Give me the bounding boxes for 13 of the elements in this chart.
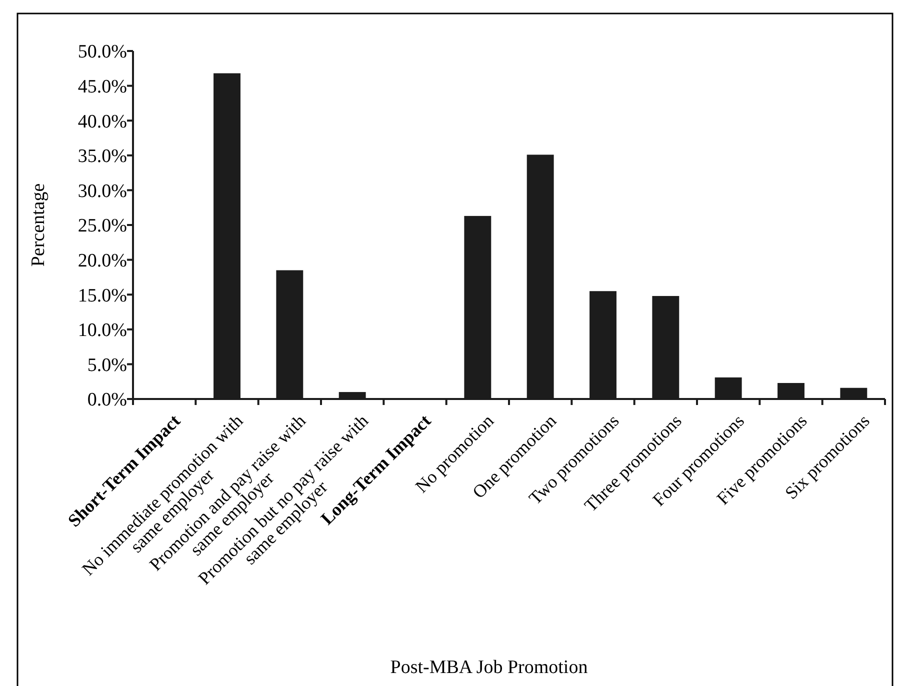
y-tick-label: 45.0% <box>78 76 128 98</box>
y-tick-label: 20.0% <box>78 250 128 272</box>
y-tick-label: 15.0% <box>78 285 128 306</box>
y-tick-label: 30.0% <box>78 180 128 202</box>
y-tick-label: 25.0% <box>78 216 128 237</box>
y-tick-label: 35.0% <box>78 146 128 168</box>
y-tick-label: 40.0% <box>78 111 128 132</box>
y-tick-label: 10.0% <box>78 320 128 342</box>
y-tick-label: 0.0% <box>87 390 128 411</box>
y-tick-label: 5.0% <box>87 354 128 376</box>
y-axis-title: Percentage <box>28 183 49 267</box>
y-tick-label: 50.0% <box>78 42 128 63</box>
x-axis-title: Post-MBA Job Promotion <box>390 657 588 678</box>
